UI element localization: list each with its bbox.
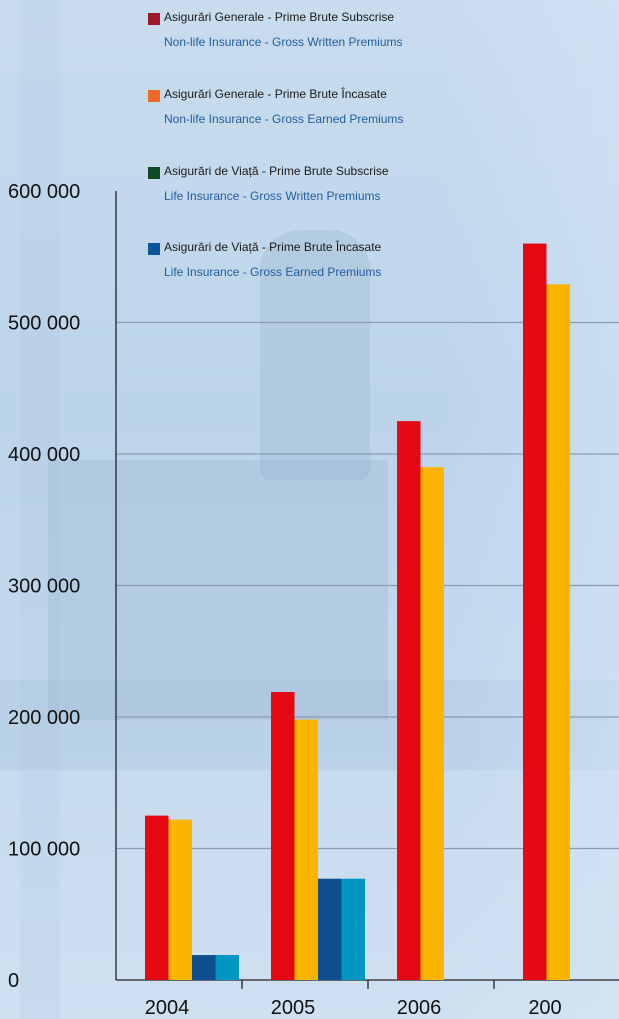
legend-label-ro: Asigurări de Viață - Prime Brute Încasat…	[164, 240, 382, 254]
y-tick-label: 400 000	[8, 444, 80, 466]
legend-swatch	[148, 13, 160, 25]
bar-200-series-2	[546, 284, 570, 980]
legend-label-en: Non-life Insurance - Gross Earned Premiu…	[164, 112, 404, 126]
bar-2006-series-2	[420, 467, 444, 980]
y-tick-label: 100 000	[8, 839, 80, 861]
bar-2004-series-4	[215, 955, 239, 980]
y-tick-label: 0	[8, 970, 19, 992]
legend-label-ro: Asigurări Generale - Prime Brute Încasat…	[164, 87, 387, 101]
legend-label-ro: Asigurări Generale - Prime Brute Subscri…	[164, 10, 395, 24]
bar-2005-series-1	[271, 692, 295, 980]
legend-swatch	[148, 167, 160, 179]
legend-swatch	[148, 243, 160, 255]
legend-label-en: Non-life Insurance - Gross Written Premi…	[164, 35, 403, 49]
x-tick-label: 2006	[397, 997, 442, 1019]
y-tick-label: 500 000	[8, 313, 80, 335]
bar-2004-series-2	[168, 819, 192, 980]
legend-swatch	[148, 90, 160, 102]
bar-2004-series-1	[145, 815, 169, 980]
legend-label-ro: Asigurări de Viață - Prime Brute Subscri…	[164, 164, 389, 178]
bar-200-series-1	[523, 243, 547, 981]
legend-label-en: Life Insurance - Gross Earned Premiums	[164, 265, 382, 279]
legend-label-en: Life Insurance - Gross Written Premiums	[164, 189, 381, 203]
y-tick-label: 300 000	[8, 576, 80, 598]
y-tick-label: 600 000	[8, 181, 80, 203]
bar-2004-series-3	[192, 955, 216, 980]
bar-2005-series-2	[294, 719, 318, 980]
x-tick-label: 2005	[271, 997, 316, 1019]
y-tick-label: 200 000	[8, 707, 80, 729]
bar-2005-series-3	[318, 878, 342, 980]
x-tick-label: 200	[528, 997, 561, 1019]
x-tick-label: 2004	[145, 997, 190, 1019]
bar-2005-series-4	[341, 878, 365, 980]
bar-2006-series-1	[397, 421, 421, 980]
